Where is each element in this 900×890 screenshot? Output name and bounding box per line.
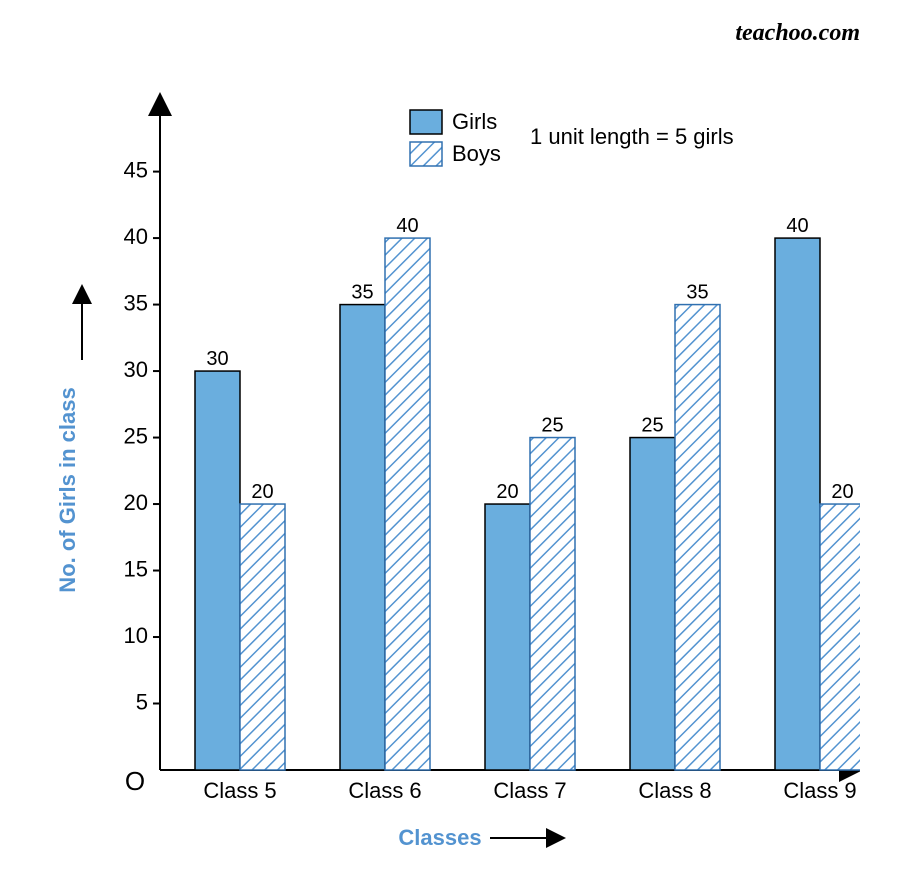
category-label: Class 8 bbox=[638, 778, 711, 803]
category-labels: Class 5 Class 6 Class 7 Class 8 Class 9 bbox=[203, 778, 856, 803]
y-tick-label: 25 bbox=[124, 423, 148, 448]
legend-swatch-girls bbox=[410, 110, 442, 134]
bar-girls bbox=[485, 504, 530, 770]
watermark: teachoo.com bbox=[735, 20, 860, 47]
bar-girls bbox=[630, 438, 675, 770]
bar-value-label: 40 bbox=[786, 215, 808, 237]
bar-girls bbox=[775, 238, 820, 770]
bar-boys bbox=[820, 504, 860, 770]
bar-value-label: 25 bbox=[641, 415, 663, 437]
category-label: Class 5 bbox=[203, 778, 276, 803]
x-axis-title: Classes bbox=[398, 825, 481, 850]
bar-value-label: 30 bbox=[206, 348, 228, 370]
legend-label-boys: Boys bbox=[452, 141, 501, 166]
y-tick-label: 5 bbox=[136, 689, 148, 714]
bar-value-label: 40 bbox=[396, 215, 418, 237]
bar-value-label: 35 bbox=[351, 282, 373, 304]
bar-value-label: 25 bbox=[541, 415, 563, 437]
legend-swatch-boys bbox=[410, 142, 442, 166]
y-tick-label: 15 bbox=[124, 556, 148, 581]
scale-note: 1 unit length = 5 girls bbox=[530, 124, 734, 149]
legend: Girls Boys bbox=[410, 109, 501, 166]
bar-value-label: 20 bbox=[831, 481, 853, 503]
y-axis-title: No. of Girls in class bbox=[55, 387, 80, 592]
bar-girls bbox=[195, 371, 240, 770]
y-ticks: 5 10 15 20 25 30 35 40 45 bbox=[124, 157, 160, 714]
bar-boys bbox=[530, 438, 575, 770]
bar-girls bbox=[340, 305, 385, 770]
legend-label-girls: Girls bbox=[452, 109, 497, 134]
category-label: Class 9 bbox=[783, 778, 856, 803]
bars-group: 30 20 35 40 20 25 25 35 40 20 bbox=[195, 215, 860, 770]
y-tick-label: 10 bbox=[124, 623, 148, 648]
y-tick-label: 30 bbox=[124, 357, 148, 382]
category-label: Class 7 bbox=[493, 778, 566, 803]
bar-chart: Girls Boys 1 unit length = 5 girls 5 10 15… bbox=[40, 90, 860, 870]
category-label: Class 6 bbox=[348, 778, 421, 803]
bar-boys bbox=[385, 238, 430, 770]
origin-label: O bbox=[125, 766, 145, 796]
bar-value-label: 35 bbox=[686, 282, 708, 304]
y-tick-label: 45 bbox=[124, 157, 148, 182]
x-axis-title-group: Classes bbox=[398, 825, 550, 850]
bar-boys bbox=[675, 305, 720, 770]
bar-boys bbox=[240, 504, 285, 770]
y-axis-title-group: No. of Girls in class bbox=[55, 300, 82, 593]
y-tick-label: 35 bbox=[124, 290, 148, 315]
y-tick-label: 40 bbox=[124, 224, 148, 249]
bar-value-label: 20 bbox=[496, 481, 518, 503]
chart-svg: Girls Boys 1 unit length = 5 girls 5 10 15… bbox=[40, 90, 860, 870]
bar-value-label: 20 bbox=[251, 481, 273, 503]
y-tick-label: 20 bbox=[124, 490, 148, 515]
